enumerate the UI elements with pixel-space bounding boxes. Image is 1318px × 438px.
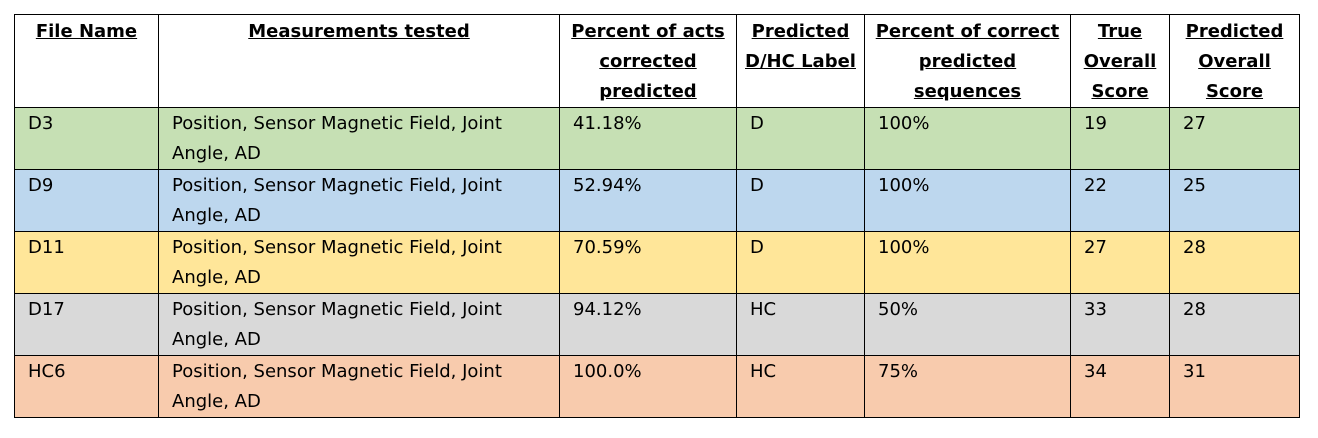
table-cell: HC bbox=[736, 355, 865, 418]
table-cell: 100% bbox=[864, 169, 1071, 232]
table-cell: D11 bbox=[14, 231, 159, 294]
table-cell: 94.12% bbox=[559, 293, 737, 356]
table-cell: Position, Sensor Magnetic Field, Joint A… bbox=[158, 355, 560, 418]
header-cell: Predicted D/HC Label bbox=[736, 14, 865, 108]
table-cell: D bbox=[736, 107, 865, 170]
table-cell: 34 bbox=[1070, 355, 1170, 418]
table-cell: 22 bbox=[1070, 169, 1170, 232]
table-cell: D9 bbox=[14, 169, 159, 232]
table-row: D17 Position, Sensor Magnetic Field, Join… bbox=[14, 293, 1300, 356]
table-body: D3 Position, Sensor Magnetic Field, Joint… bbox=[14, 107, 1300, 418]
table-cell: 52.94% bbox=[559, 169, 737, 232]
table-cell: 25 bbox=[1169, 169, 1300, 232]
table-cell: 19 bbox=[1070, 107, 1170, 170]
table-cell: HC6 bbox=[14, 355, 159, 418]
table-cell: 100% bbox=[864, 231, 1071, 294]
header-cell: True Overall Score bbox=[1070, 14, 1170, 108]
table-cell: D bbox=[736, 231, 865, 294]
table-cell: Position, Sensor Magnetic Field, Joint A… bbox=[158, 231, 560, 294]
table-cell: Position, Sensor Magnetic Field, Joint A… bbox=[158, 169, 560, 232]
table-row: D11 Position, Sensor Magnetic Field, Join… bbox=[14, 231, 1300, 294]
table-cell: 100% bbox=[864, 107, 1071, 170]
table-cell: D17 bbox=[14, 293, 159, 356]
table-cell: 41.18% bbox=[559, 107, 737, 170]
table-cell: 100.0% bbox=[559, 355, 737, 418]
table-cell: 33 bbox=[1070, 293, 1170, 356]
table-row: D9 Position, Sensor Magnetic Field, Joint… bbox=[14, 169, 1300, 232]
table-cell: 50% bbox=[864, 293, 1071, 356]
table-cell: 27 bbox=[1070, 231, 1170, 294]
header-cell: File Name bbox=[14, 14, 159, 108]
table-cell: 28 bbox=[1169, 293, 1300, 356]
results-table: File Name Measurements tested Percent of a… bbox=[14, 14, 1300, 418]
table-cell: HC bbox=[736, 293, 865, 356]
table-cell: 31 bbox=[1169, 355, 1300, 418]
table-cell: Position, Sensor Magnetic Field, Joint A… bbox=[158, 293, 560, 356]
table-cell: 28 bbox=[1169, 231, 1300, 294]
header-cell: Percent of acts corrected predicted bbox=[559, 14, 737, 108]
header-row: File Name Measurements tested Percent of a… bbox=[14, 14, 1300, 108]
table-cell: Position, Sensor Magnetic Field, Joint A… bbox=[158, 107, 560, 170]
table-cell: 75% bbox=[864, 355, 1071, 418]
table-cell: 27 bbox=[1169, 107, 1300, 170]
table-cell: D bbox=[736, 169, 865, 232]
table-cell: D3 bbox=[14, 107, 159, 170]
header-cell: Predicted Overall Score bbox=[1169, 14, 1300, 108]
header-cell: Measurements tested bbox=[158, 14, 560, 108]
table-row: HC6 Position, Sensor Magnetic Field, Join… bbox=[14, 355, 1300, 418]
table-cell: 70.59% bbox=[559, 231, 737, 294]
header-cell: Percent of correct predicted sequences bbox=[864, 14, 1071, 108]
table-row: D3 Position, Sensor Magnetic Field, Joint… bbox=[14, 107, 1300, 170]
